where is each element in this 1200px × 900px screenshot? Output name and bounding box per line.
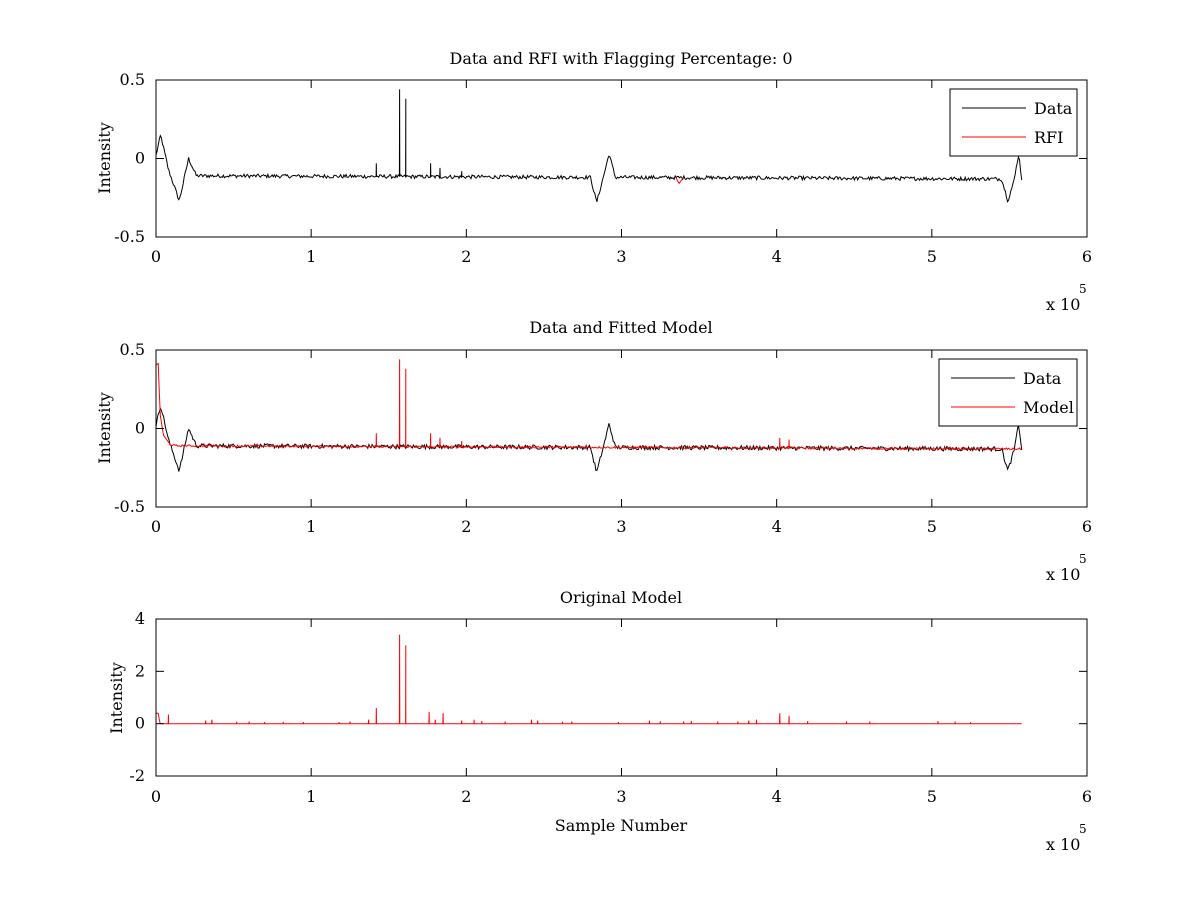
subplot-2-exponent-power: 5: [1079, 552, 1087, 566]
x-tick-label: 3: [616, 247, 626, 266]
series-rfi-line: [675, 177, 684, 185]
subplot-3: Original Model Intensity Sample Number x…: [107, 588, 1087, 854]
y-tick-label: -0.5: [114, 497, 145, 516]
x-tick-label: 6: [1082, 787, 1092, 806]
x-tick-label: 5: [927, 787, 937, 806]
x-tick-label: 4: [772, 247, 782, 266]
series-data-line: [156, 406, 1023, 472]
x-tick-label: 1: [306, 517, 316, 536]
x-tick-label: 2: [461, 517, 471, 536]
y-tick-label: 0: [135, 714, 145, 733]
x-tick-label: 4: [772, 517, 782, 536]
series-model-line: [156, 359, 1022, 451]
axes-2: 0 1 2 3 4 5 6 0.5 0 -0.5 Data Model: [114, 340, 1092, 536]
subplot-3-xlabel: Sample Number: [555, 816, 688, 835]
subplot-2-exponent-base: x 10: [1046, 565, 1080, 584]
subplot-1-exponent-power: 5: [1079, 282, 1087, 296]
x-tick-label: 5: [927, 247, 937, 266]
x-tick-label: 4: [772, 787, 782, 806]
axes-1: 0 1 2 3 4 5 6 0.5 0 -0.5 Data RFI: [114, 70, 1092, 266]
subplot-1: Data and RFI with Flagging Percentage: 0…: [95, 49, 1087, 314]
x-tick-label: 2: [461, 787, 471, 806]
x-tick-label: 1: [306, 787, 316, 806]
legend: Data RFI: [949, 88, 1078, 157]
subplot-2-title: Data and Fitted Model: [529, 318, 712, 337]
axes-frame: [155, 618, 1088, 777]
x-tick-label: 6: [1082, 247, 1092, 266]
subplot-1-ylabel: Intensity: [95, 122, 114, 194]
legend-label-rfi: RFI: [1034, 128, 1063, 147]
legend: Data Model: [938, 358, 1078, 427]
subplot-1-title: Data and RFI with Flagging Percentage: 0: [449, 49, 792, 68]
x-tick-label: 3: [616, 517, 626, 536]
y-tick-label: -2: [129, 766, 145, 785]
legend-label-data: Data: [1034, 99, 1073, 118]
legend-label-model: Model: [1023, 398, 1074, 417]
legend-label-data: Data: [1023, 369, 1062, 388]
y-tick-label: -0.5: [114, 227, 145, 246]
series-data-line: [156, 89, 1023, 203]
subplot-1-exponent-base: x 10: [1046, 295, 1080, 314]
x-tick-label: 0: [151, 517, 161, 536]
x-tick-label: 0: [151, 247, 161, 266]
subplot-3-exponent-power: 5: [1079, 822, 1087, 836]
subplot-2-ylabel: Intensity: [95, 392, 114, 464]
x-tick-label: 2: [461, 247, 471, 266]
subplot-2: Data and Fitted Model Intensity x 10 5: [95, 318, 1087, 584]
subplot-3-ylabel: Intensity: [107, 662, 126, 734]
x-tick-label: 5: [927, 517, 937, 536]
legend-box: [938, 358, 1078, 427]
y-tick-label: 0.5: [120, 70, 145, 89]
series-model-line: [156, 634, 1022, 725]
legend-box: [949, 88, 1078, 157]
axes-3: 0 1 2 3 4 5 6 4 2 0 -2: [129, 609, 1092, 806]
x-tick-label: 3: [616, 787, 626, 806]
y-tick-label: 0: [135, 149, 145, 168]
x-tick-label: 1: [306, 247, 316, 266]
y-tick-label: 2: [135, 661, 145, 680]
y-tick-label: 4: [135, 609, 145, 628]
y-tick-label: 0: [135, 419, 145, 438]
x-tick-label: 6: [1082, 517, 1092, 536]
x-tick-label: 0: [151, 787, 161, 806]
subplot-3-title: Original Model: [560, 588, 682, 607]
y-tick-label: 0.5: [120, 340, 145, 359]
subplot-3-exponent-base: x 10: [1046, 835, 1080, 854]
axes-frame: [155, 79, 1088, 238]
